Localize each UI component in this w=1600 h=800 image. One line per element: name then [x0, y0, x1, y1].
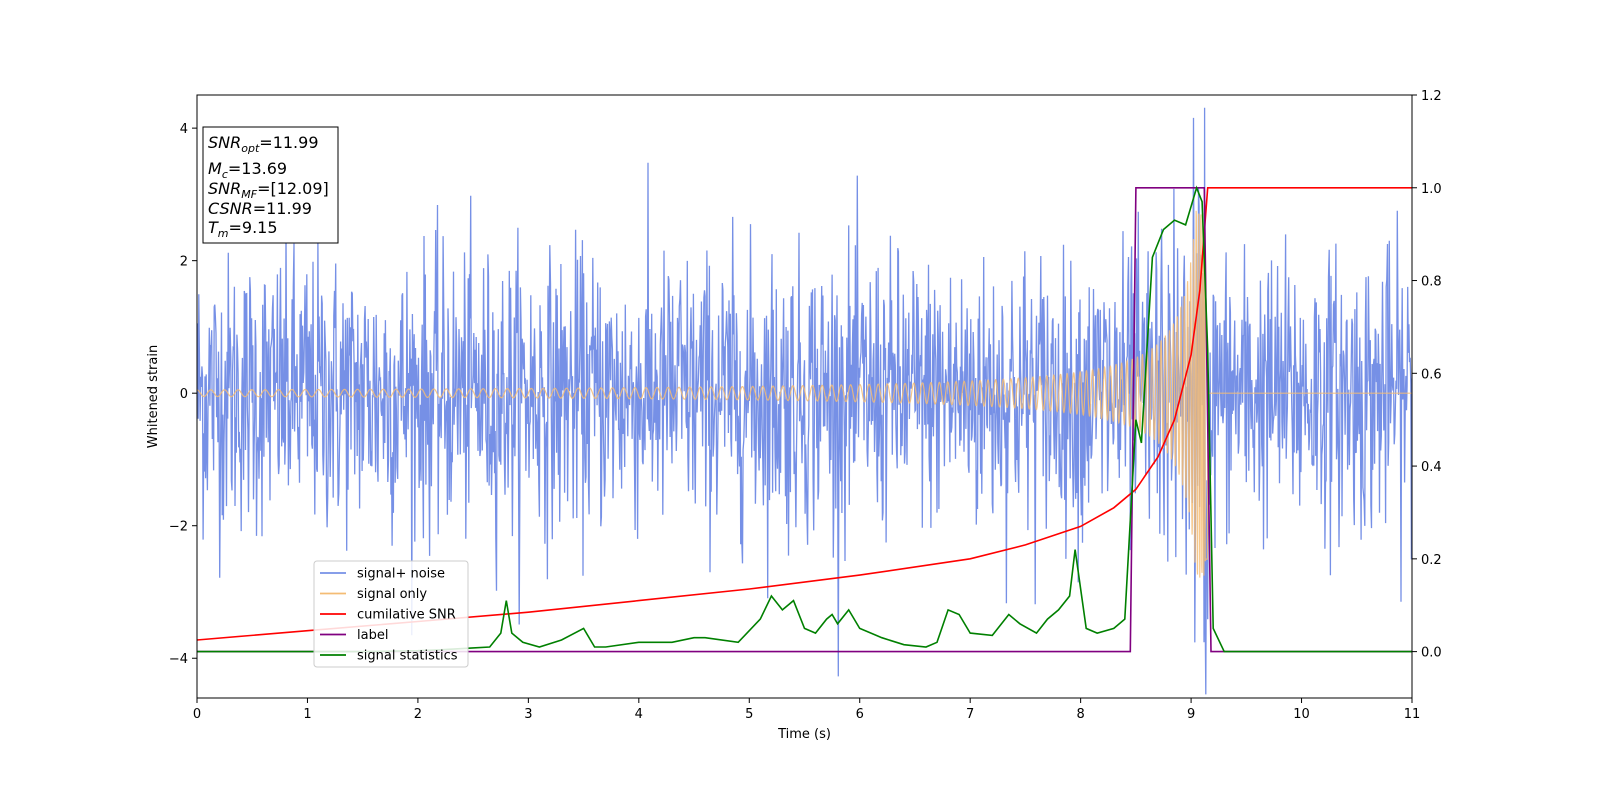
- x-tick-label: 2: [414, 707, 422, 722]
- y-right-tick-label: 0.2: [1421, 553, 1442, 568]
- x-tick-label: 10: [1293, 707, 1310, 722]
- x-tick-label: 5: [745, 707, 753, 722]
- y-right-tick-label: 0.8: [1421, 275, 1442, 290]
- info-line: SNRMF=[12.09]: [208, 179, 329, 201]
- series-signal-statistics: [197, 185, 1412, 653]
- legend-entry: label: [357, 628, 388, 643]
- legend-entry: cumilative SNR: [357, 608, 456, 623]
- y-right-tick-label: 1.0: [1421, 182, 1442, 197]
- x-axis: 0 1 2 3 4 5 6 7 8 9 10 11: [193, 698, 1420, 722]
- legend-entry: signal+ noise: [357, 567, 445, 582]
- y-left-tick-label: 0: [180, 387, 188, 402]
- plot-area: [197, 107, 1412, 695]
- x-tick-label: 3: [524, 707, 532, 722]
- x-tick-label: 11: [1404, 707, 1421, 722]
- x-tick-label: 7: [966, 707, 974, 722]
- y-axis-label-left: Whitened strain: [146, 345, 161, 448]
- y-left-tick-label: −2: [169, 520, 188, 535]
- y-right-tick-label: 0.6: [1421, 367, 1442, 382]
- plot-frame: [196, 94, 1413, 699]
- info-line: SNRopt=11.99: [208, 133, 319, 155]
- x-tick-label: 6: [856, 707, 864, 722]
- x-tick-label: 4: [635, 707, 643, 722]
- info-line: Tm=9.15: [208, 218, 278, 240]
- y-right-tick-label: 1.2: [1421, 89, 1442, 104]
- series-signal-only: [197, 209, 1412, 578]
- legend-frame: [313, 560, 469, 668]
- info-box: SNRopt=11.99 Mc=13.69SNRMF=[12.09]CSNR=11…: [202, 126, 339, 244]
- y-left-tick-label: −4: [169, 652, 188, 667]
- x-tick-label: 1: [303, 707, 311, 722]
- x-axis-label: Time (s): [777, 727, 831, 742]
- legend-entry: signal statistics: [357, 649, 458, 664]
- y-axis-left: −4 −2 0 2 4: [169, 122, 197, 667]
- x-tick-label: 0: [193, 707, 201, 722]
- info-line: CSNR=11.99: [208, 199, 312, 218]
- y-right-tick-label: 0.4: [1421, 460, 1442, 475]
- series-cumilative-snr: [197, 187, 1412, 641]
- x-tick-label: 8: [1076, 707, 1084, 722]
- legend-entry: signal only: [357, 587, 427, 602]
- y-left-tick-label: 2: [180, 255, 188, 270]
- info-line: Mc=13.69: [208, 159, 287, 181]
- y-left-tick-label: 4: [180, 122, 188, 137]
- y-right-tick-label: 0.0: [1421, 646, 1442, 661]
- x-tick-label: 9: [1187, 707, 1195, 722]
- legend: signal+ noise signal only cumilative SNR la…: [313, 560, 469, 668]
- y-axis-right: 0.0 0.2 0.4 0.6 0.8 1.0 1.2: [1412, 89, 1442, 661]
- info-box-frame: [202, 126, 339, 244]
